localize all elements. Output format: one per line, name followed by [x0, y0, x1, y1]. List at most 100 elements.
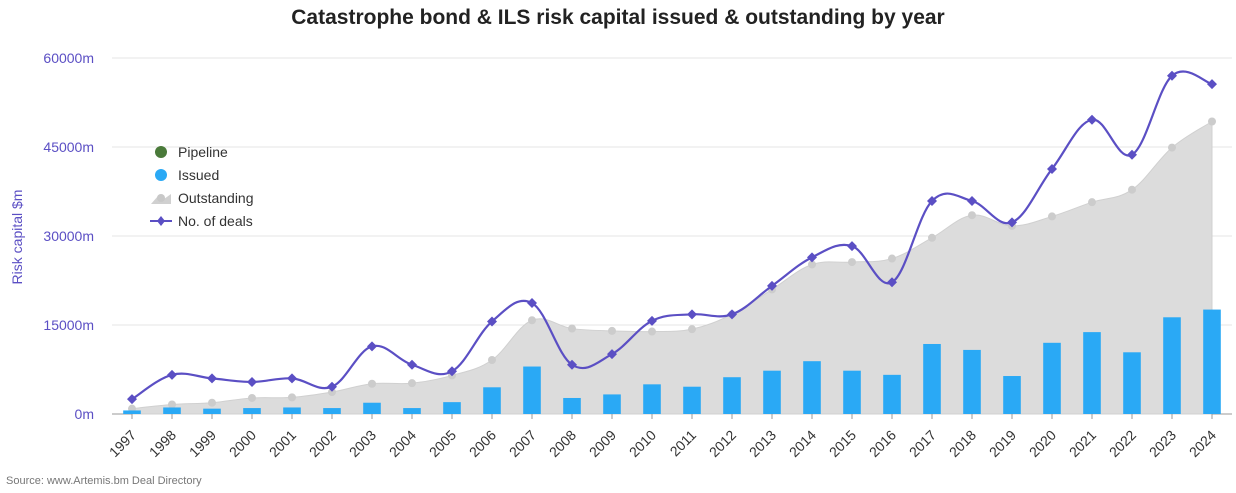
- outstanding-marker-icon: [151, 193, 171, 204]
- deals-point: [807, 252, 817, 263]
- outstanding-point: [568, 324, 576, 333]
- x-tick-label: 2006: [466, 427, 499, 460]
- issued-bar: [603, 394, 621, 414]
- outstanding-point: [528, 316, 536, 325]
- outstanding-point: [648, 327, 656, 336]
- outstanding-point: [808, 260, 816, 269]
- deals-point: [407, 359, 417, 370]
- deals-point: [167, 369, 177, 380]
- outstanding-point: [928, 233, 936, 242]
- issued-bar: [643, 384, 661, 414]
- legend-item-pipeline[interactable]: Pipeline: [150, 140, 254, 163]
- deals-point: [687, 309, 697, 320]
- pipeline-marker-icon: [155, 145, 167, 158]
- issued-bar: [123, 410, 141, 414]
- x-tick-label: 1997: [106, 427, 139, 460]
- x-tick-label: 2022: [1106, 427, 1139, 460]
- legend-label-issued: Issued: [178, 166, 220, 183]
- deals-point: [927, 195, 937, 206]
- y-tick-label: 0m: [75, 406, 94, 422]
- deals-point: [127, 394, 137, 405]
- y-tick-label: 30000m: [43, 228, 94, 244]
- issued-bar: [563, 397, 581, 414]
- issued-bar: [843, 370, 861, 414]
- outstanding-point: [848, 258, 856, 267]
- issued-bar: [1163, 317, 1181, 414]
- deals-point: [287, 373, 297, 384]
- y-tick-label: 15000m: [43, 317, 94, 333]
- x-tick-label: 2015: [826, 427, 859, 460]
- x-tick-label: 2008: [546, 427, 579, 460]
- outstanding-point: [1088, 198, 1096, 207]
- issued-bars: [123, 309, 1221, 414]
- x-tick-label: 2012: [706, 427, 739, 460]
- outstanding-point: [1128, 185, 1136, 194]
- outstanding-point: [328, 388, 336, 397]
- x-tick-label: 2016: [866, 427, 899, 460]
- x-tick-label: 2003: [346, 427, 379, 460]
- deals-point: [1207, 79, 1217, 90]
- x-tick-label: 2021: [1066, 427, 1099, 460]
- x-tick-label: 2007: [506, 427, 539, 460]
- outstanding-point: [408, 379, 416, 388]
- issued-bar: [1123, 352, 1141, 414]
- legend-item-deals[interactable]: No. of deals: [150, 209, 254, 232]
- y-axis-label: Risk capital $m: [9, 190, 25, 285]
- x-tick-label: 2000: [226, 427, 259, 460]
- chart-legend[interactable]: Pipeline Issued Outstanding No. of deals: [150, 140, 254, 232]
- outstanding-point: [968, 211, 976, 220]
- legend-item-outstanding[interactable]: Outstanding: [150, 186, 254, 209]
- deals-point: [647, 315, 657, 326]
- x-tick-label: 2005: [426, 427, 459, 460]
- issued-bar: [443, 402, 461, 414]
- x-tick-label: 2002: [306, 427, 339, 460]
- x-tick-label: 2001: [266, 427, 299, 460]
- outstanding-point: [248, 393, 256, 402]
- issued-bar: [723, 377, 741, 414]
- issued-bar: [1043, 342, 1061, 414]
- deals-point: [207, 373, 217, 384]
- x-tick-label: 2009: [586, 427, 619, 460]
- x-tick-label: 2019: [986, 427, 1019, 460]
- issued-bar: [763, 370, 781, 414]
- deals-point: [1087, 114, 1097, 125]
- y-tick-label: 60000m: [43, 50, 94, 66]
- deals-point: [887, 277, 897, 288]
- deals-point: [1127, 149, 1137, 160]
- deals-point: [367, 341, 377, 352]
- x-tick-label: 1999: [186, 427, 219, 460]
- x-tick-label: 2023: [1146, 427, 1179, 460]
- issued-bar: [403, 408, 421, 414]
- x-tick-label: 1998: [146, 427, 179, 460]
- issued-bar: [1083, 332, 1101, 414]
- x-tick-label: 2010: [626, 427, 659, 460]
- source-note: Source: www.Artemis.bm Deal Directory: [6, 475, 202, 487]
- issued-bar: [323, 408, 341, 414]
- deals-point: [327, 381, 337, 392]
- outstanding-point: [1168, 143, 1176, 152]
- x-tick-label: 2004: [386, 427, 419, 460]
- outstanding-point: [168, 400, 176, 409]
- issued-bar: [963, 349, 981, 414]
- deals-point: [567, 359, 577, 370]
- legend-item-issued[interactable]: Issued: [150, 163, 254, 186]
- outstanding-area: [128, 117, 1216, 415]
- issued-bar: [883, 374, 901, 414]
- deals-marker-icon: [150, 215, 172, 226]
- issued-bar: [243, 408, 261, 414]
- deals-point: [447, 366, 457, 377]
- legend-label-deals: No. of deals: [178, 212, 253, 229]
- deals-point: [487, 316, 497, 327]
- deals-line: [127, 70, 1217, 405]
- issued-bar: [523, 366, 541, 414]
- issued-bar: [923, 343, 941, 414]
- outstanding-point: [208, 398, 216, 407]
- outstanding-point: [888, 254, 896, 263]
- issued-bar: [683, 386, 701, 414]
- x-tick-label: 2018: [946, 427, 979, 460]
- x-tick-label: 2024: [1186, 427, 1219, 460]
- outstanding-point: [608, 326, 616, 335]
- deals-point: [1007, 217, 1017, 228]
- deals-point: [847, 241, 857, 252]
